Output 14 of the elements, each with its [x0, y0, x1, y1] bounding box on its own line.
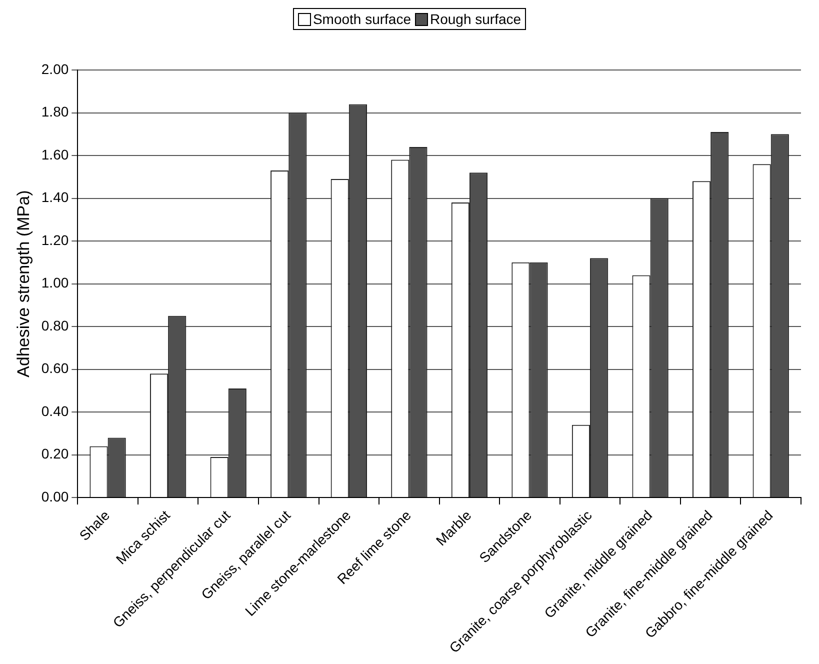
y-tick-label: 0.00: [41, 488, 69, 504]
y-tick-label: 1.60: [41, 146, 69, 162]
y-tick-label: 1.80: [41, 104, 69, 120]
y-tick-label: 1.00: [41, 274, 69, 291]
y-tick-label: 0.20: [41, 446, 69, 462]
legend-label: Smooth surface: [312, 11, 411, 27]
y-axis-title: Adhesive strength (MPa): [14, 190, 33, 378]
y-tick-label: 0.40: [41, 402, 69, 419]
y-tick-label: 1.20: [41, 232, 69, 248]
y-tick-label: 2.00: [41, 60, 69, 77]
legend-label: Rough surface: [430, 11, 522, 27]
y-tick-label: 0.60: [41, 360, 69, 376]
y-tick-label: 0.80: [41, 317, 69, 334]
y-tick-label: 1.40: [41, 189, 69, 206]
